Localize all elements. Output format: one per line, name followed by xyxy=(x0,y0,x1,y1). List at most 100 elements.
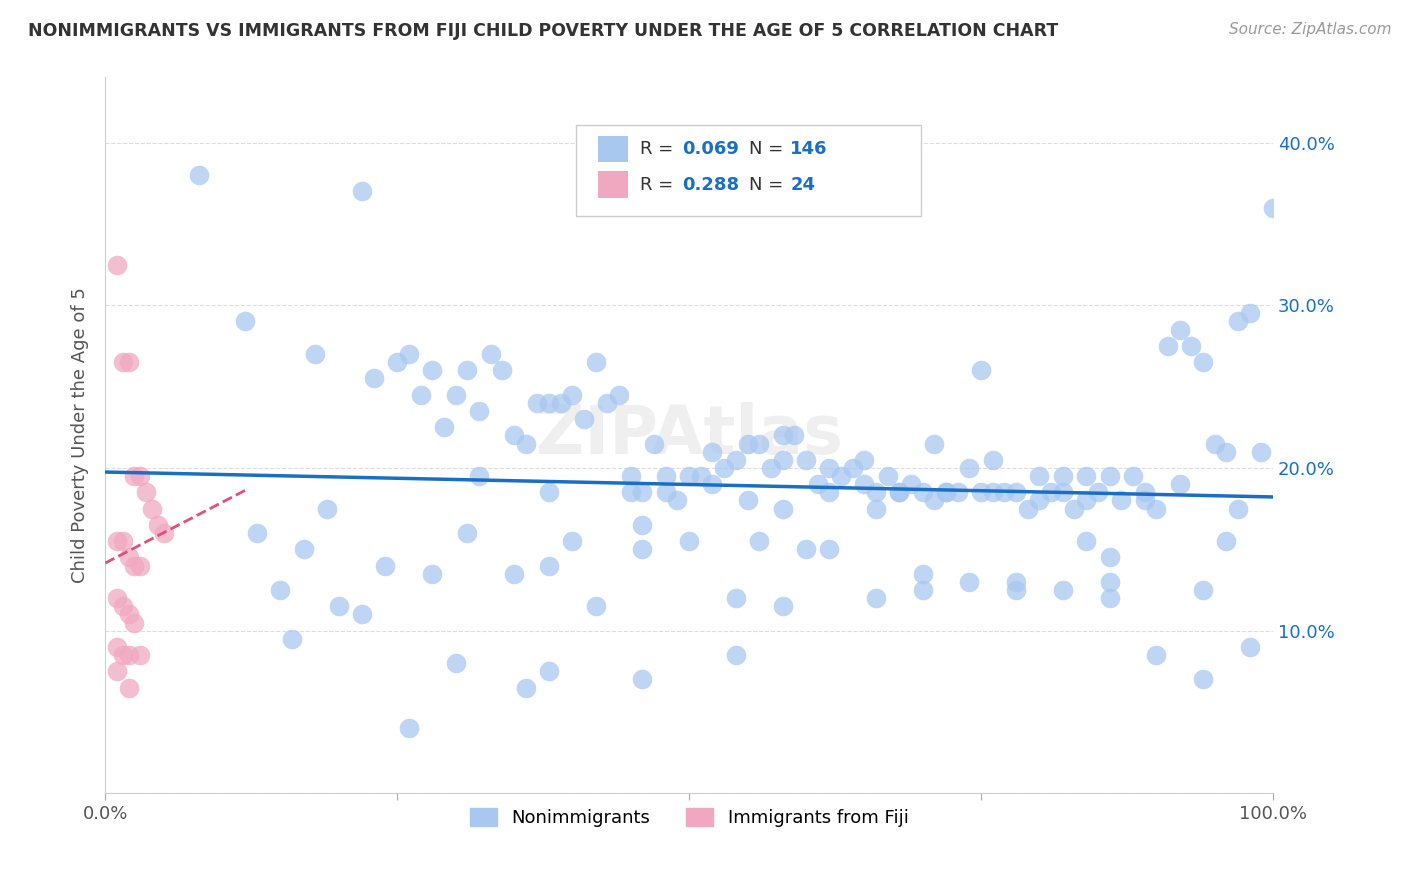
Point xyxy=(526,396,548,410)
Point xyxy=(889,485,911,500)
Point xyxy=(689,469,711,483)
Point xyxy=(737,436,759,450)
Point xyxy=(1204,436,1226,450)
Point xyxy=(235,314,257,328)
Point xyxy=(1063,501,1085,516)
Point xyxy=(678,534,700,549)
Point xyxy=(444,388,467,402)
Point xyxy=(111,534,134,549)
Point xyxy=(187,168,209,182)
Point xyxy=(105,258,128,272)
Point xyxy=(1168,323,1191,337)
Point xyxy=(1076,469,1098,483)
Point xyxy=(352,607,374,622)
Text: 146: 146 xyxy=(790,140,828,158)
Point xyxy=(269,582,291,597)
Point xyxy=(1227,314,1250,328)
Point xyxy=(537,396,560,410)
Point xyxy=(1239,640,1261,654)
Point xyxy=(865,501,887,516)
Point xyxy=(759,461,782,475)
Point xyxy=(876,469,898,483)
Point xyxy=(748,436,770,450)
Point xyxy=(806,477,828,491)
Point xyxy=(409,388,432,402)
Point xyxy=(935,485,957,500)
Point xyxy=(491,363,513,377)
Text: N =: N = xyxy=(749,140,789,158)
Point xyxy=(385,355,408,369)
Point xyxy=(420,566,443,581)
Text: 0.288: 0.288 xyxy=(682,176,740,194)
Point xyxy=(1180,339,1202,353)
Point xyxy=(420,363,443,377)
Point xyxy=(1052,469,1074,483)
Text: NONIMMIGRANTS VS IMMIGRANTS FROM FIJI CHILD POVERTY UNDER THE AGE OF 5 CORRELATI: NONIMMIGRANTS VS IMMIGRANTS FROM FIJI CH… xyxy=(28,22,1059,40)
Point xyxy=(444,656,467,670)
Point xyxy=(117,681,139,695)
Point xyxy=(316,501,339,516)
Point xyxy=(1122,469,1144,483)
Point xyxy=(596,396,619,410)
Point xyxy=(678,469,700,483)
Point xyxy=(818,485,841,500)
Point xyxy=(911,485,934,500)
Point xyxy=(117,648,139,662)
Point xyxy=(702,444,724,458)
Text: ZIPAtlas: ZIPAtlas xyxy=(536,402,842,468)
Point xyxy=(981,485,1004,500)
Point xyxy=(1040,485,1063,500)
Point xyxy=(924,436,946,450)
Point xyxy=(479,347,502,361)
Point xyxy=(1098,469,1121,483)
Point xyxy=(135,485,157,500)
Point xyxy=(503,428,526,442)
Point xyxy=(1239,306,1261,320)
Y-axis label: Child Poverty Under the Age of 5: Child Poverty Under the Age of 5 xyxy=(72,287,89,583)
Point xyxy=(550,396,572,410)
Point xyxy=(105,640,128,654)
Point xyxy=(631,542,654,557)
Point xyxy=(865,591,887,606)
Point xyxy=(1192,673,1215,687)
Point xyxy=(724,648,747,662)
Point xyxy=(1098,550,1121,565)
Point xyxy=(607,388,630,402)
Point xyxy=(900,477,922,491)
Point xyxy=(970,363,993,377)
Point xyxy=(1192,355,1215,369)
Point xyxy=(1261,201,1284,215)
Point xyxy=(146,517,169,532)
Point xyxy=(1076,534,1098,549)
Point xyxy=(1017,501,1039,516)
Point xyxy=(818,461,841,475)
Point xyxy=(970,485,993,500)
Point xyxy=(456,526,478,541)
Point xyxy=(117,607,139,622)
Point xyxy=(398,721,420,735)
Point xyxy=(1005,485,1028,500)
Point xyxy=(620,469,643,483)
Point xyxy=(585,599,607,614)
Point xyxy=(1144,648,1167,662)
Point xyxy=(537,665,560,679)
Point xyxy=(853,477,876,491)
Point xyxy=(111,599,134,614)
Point xyxy=(124,558,146,573)
Point xyxy=(468,404,491,418)
Point xyxy=(105,534,128,549)
Point xyxy=(655,469,678,483)
Point xyxy=(794,452,817,467)
Point xyxy=(1157,339,1180,353)
Point xyxy=(117,550,139,565)
Point xyxy=(631,485,654,500)
Point xyxy=(129,558,152,573)
Point xyxy=(631,517,654,532)
Text: R =: R = xyxy=(640,140,679,158)
Point xyxy=(292,542,315,557)
Point xyxy=(129,469,152,483)
Point xyxy=(772,428,794,442)
Point xyxy=(141,501,163,516)
Point xyxy=(702,477,724,491)
Point xyxy=(772,599,794,614)
